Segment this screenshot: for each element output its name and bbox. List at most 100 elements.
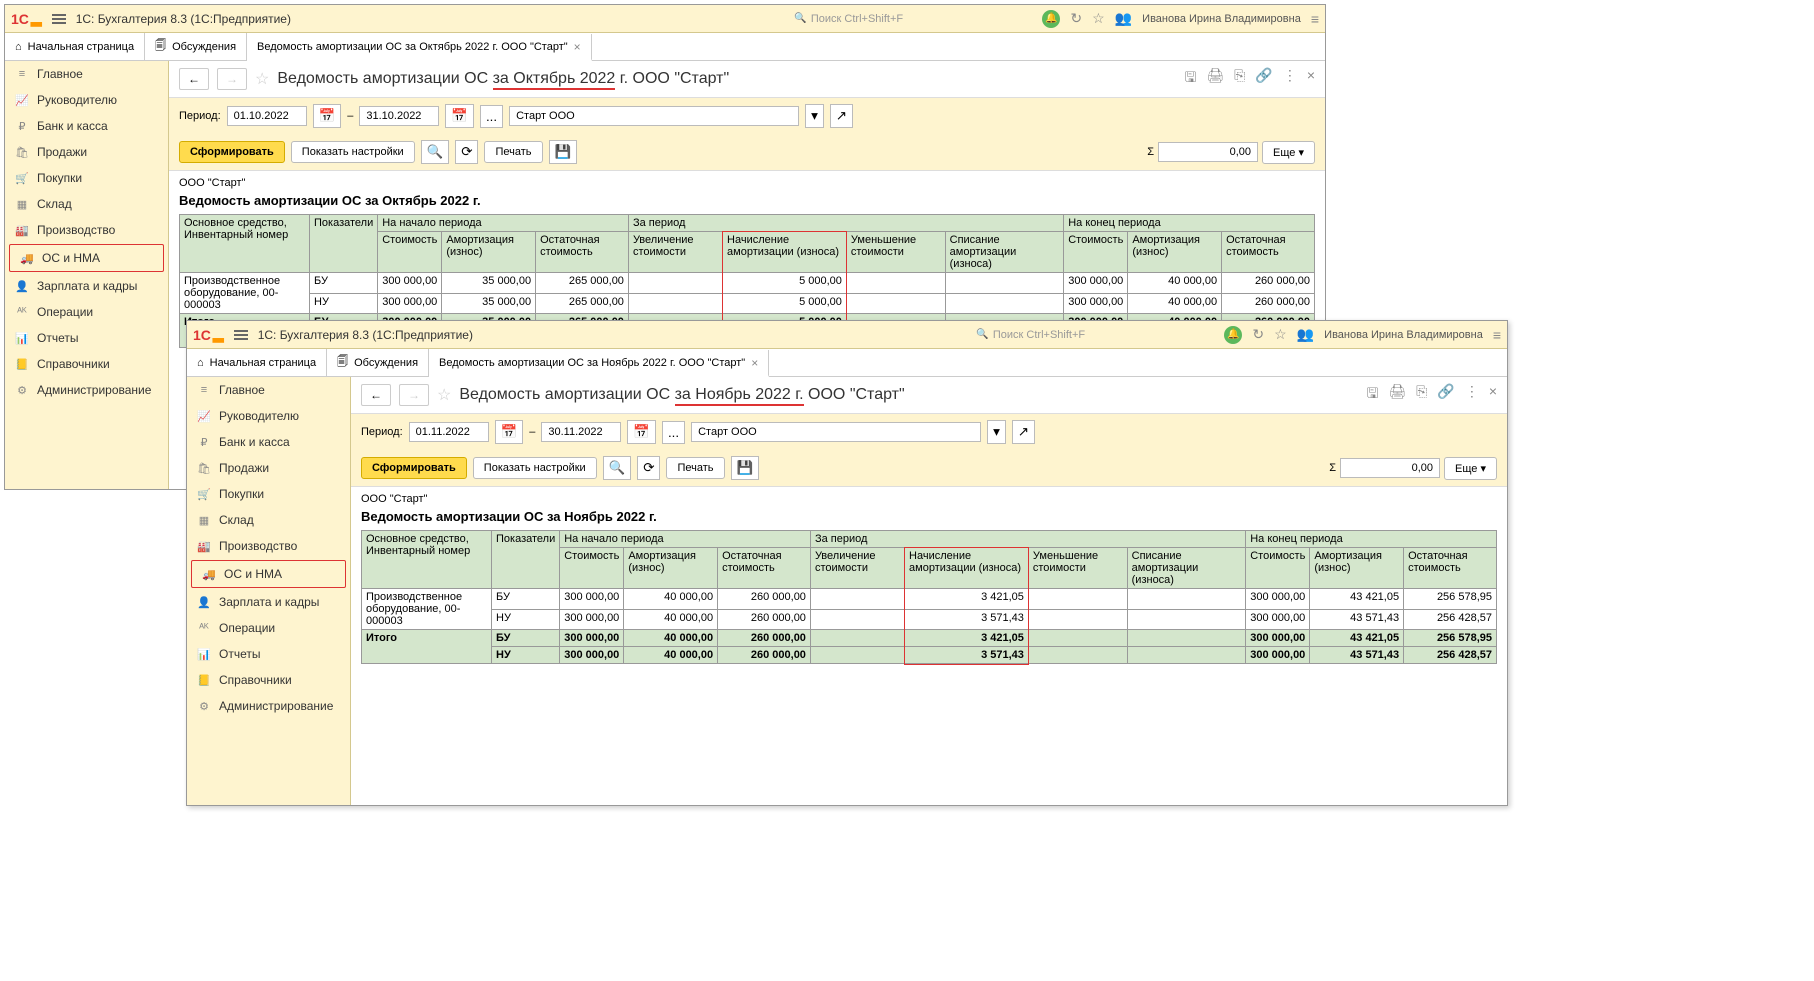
sidebar-item[interactable]: 🛍Продажи [187,455,350,481]
sidebar-item[interactable]: 🛍Продажи [5,139,168,165]
back-button[interactable]: ← [361,384,391,406]
org-input[interactable] [691,422,981,442]
sidebar-item[interactable]: 🏭Производство [5,217,168,243]
sidebar-item[interactable]: ᴬᴷОперации [5,299,168,325]
settings-icon[interactable]: ≡ [1311,11,1319,27]
sidebar-item[interactable]: 📊Отчеты [5,325,168,351]
sidebar-item[interactable]: 🚚ОС и НМА [191,560,346,588]
calendar-icon[interactable]: 📅 [495,420,524,444]
tab-home[interactable]: ⌂Начальная страница [5,33,145,60]
period-select-button[interactable]: ... [662,421,685,444]
menu-icon[interactable] [230,326,252,344]
user-name: Иванова Ирина Владимировна [1324,329,1483,341]
sidebar-item[interactable]: 📒Справочники [5,351,168,377]
back-button[interactable]: ← [179,68,209,90]
settings-button[interactable]: Показать настройки [473,457,597,479]
org-input[interactable] [509,106,799,126]
print-icon[interactable]: 🖨 [1388,383,1406,407]
bell-icon[interactable]: 🔔 [1224,326,1242,344]
sum-field[interactable] [1158,142,1258,162]
sidebar-item[interactable]: ≡Главное [187,377,350,403]
close-icon[interactable]: × [751,356,758,370]
calendar-icon[interactable]: 📅 [445,104,474,128]
sidebar-item[interactable]: ⚙Администрирование [5,377,168,403]
date-to-input[interactable] [541,422,621,442]
search-icon[interactable]: 🔍 [603,456,632,480]
more-button[interactable]: Еще ▾ [1262,141,1315,164]
close-icon[interactable]: × [574,40,581,54]
generate-button[interactable]: Сформировать [361,457,467,479]
menu-icon[interactable] [48,10,70,28]
more-button[interactable]: Еще ▾ [1444,457,1497,480]
user-name: Иванова Ирина Владимировна [1142,13,1301,25]
date-from-input[interactable] [409,422,489,442]
sidebar-item[interactable]: 📈Руководителю [5,87,168,113]
sidebar-item[interactable]: ᴬᴷОперации [187,615,350,641]
print-button[interactable]: Печать [484,141,542,163]
star-icon[interactable]: ☆ [1092,10,1105,27]
tab-home[interactable]: ⌂Начальная страница [187,349,327,376]
favorite-icon[interactable]: ☆ [437,385,451,405]
sidebar-item[interactable]: ₽Банк и касса [187,429,350,455]
user-icon[interactable]: 👥 [1115,10,1132,27]
sidebar-item[interactable]: 🛒Покупки [187,481,350,507]
print-button[interactable]: Печать [666,457,724,479]
link-icon[interactable]: 🔗 [1255,67,1272,91]
sidebar-item[interactable]: ▦Склад [187,507,350,533]
link-icon[interactable]: 🔗 [1437,383,1454,407]
calendar-icon[interactable]: 📅 [313,104,342,128]
sum-field[interactable] [1340,458,1440,478]
tab-discuss[interactable]: 🗐Обсуждения [145,33,247,60]
search-input[interactable]: Поиск Ctrl+Shift+F [970,326,1210,344]
period-select-button[interactable]: ... [480,105,503,128]
favorite-icon[interactable]: ☆ [255,69,269,89]
settings-icon[interactable]: ≡ [1493,327,1501,343]
refresh-icon[interactable]: ⟳ [637,456,660,480]
refresh-icon[interactable]: ⟳ [455,140,478,164]
export-icon[interactable]: ⎘ [1416,383,1427,407]
forward-button[interactable]: → [399,384,429,406]
settings-button[interactable]: Показать настройки [291,141,415,163]
dropdown-icon[interactable]: ▾ [805,104,824,128]
history-icon[interactable]: ↻ [1252,326,1264,343]
user-icon[interactable]: 👥 [1297,326,1314,343]
print-icon[interactable]: 🖨 [1206,67,1224,91]
tab-report[interactable]: Ведомость амортизации ОС за Ноябрь 2022 … [429,350,769,377]
tab-report[interactable]: Ведомость амортизации ОС за Октябрь 2022… [247,34,592,61]
sidebar-item[interactable]: 📈Руководителю [187,403,350,429]
save-icon[interactable]: 💾 [549,140,578,164]
bell-icon[interactable]: 🔔 [1042,10,1060,28]
open-icon[interactable]: ↗ [830,104,853,128]
close-icon[interactable]: × [1307,67,1315,91]
forward-button[interactable]: → [217,68,247,90]
export-icon[interactable]: ⎘ [1234,67,1245,91]
search-icon[interactable]: 🔍 [421,140,450,164]
save-icon[interactable]: 🖫 [1366,383,1378,407]
more-icon[interactable]: ⋮ [1283,67,1297,91]
history-icon[interactable]: ↻ [1070,10,1082,27]
sidebar-item[interactable]: 🚚ОС и НМА [9,244,164,272]
sidebar-item[interactable]: ▦Склад [5,191,168,217]
calendar-icon[interactable]: 📅 [627,420,656,444]
sidebar-item[interactable]: 🛒Покупки [5,165,168,191]
sidebar-item[interactable]: ≡Главное [5,61,168,87]
date-to-input[interactable] [359,106,439,126]
sidebar-item[interactable]: 👤Зарплата и кадры [5,273,168,299]
save-icon[interactable]: 💾 [731,456,760,480]
tab-discuss[interactable]: 🗐Обсуждения [327,349,429,376]
save-icon[interactable]: 🖫 [1184,67,1196,91]
sidebar-item[interactable]: 🏭Производство [187,533,350,559]
open-icon[interactable]: ↗ [1012,420,1035,444]
date-from-input[interactable] [227,106,307,126]
sidebar-item[interactable]: ₽Банк и касса [5,113,168,139]
more-icon[interactable]: ⋮ [1465,383,1479,407]
sidebar-item[interactable]: ⚙Администрирование [187,693,350,719]
star-icon[interactable]: ☆ [1274,326,1287,343]
sidebar-item[interactable]: 📒Справочники [187,667,350,693]
sidebar-item[interactable]: 📊Отчеты [187,641,350,667]
generate-button[interactable]: Сформировать [179,141,285,163]
dropdown-icon[interactable]: ▾ [987,420,1006,444]
close-icon[interactable]: × [1489,383,1497,407]
search-input[interactable]: Поиск Ctrl+Shift+F [788,10,1028,28]
sidebar-item[interactable]: 👤Зарплата и кадры [187,589,350,615]
